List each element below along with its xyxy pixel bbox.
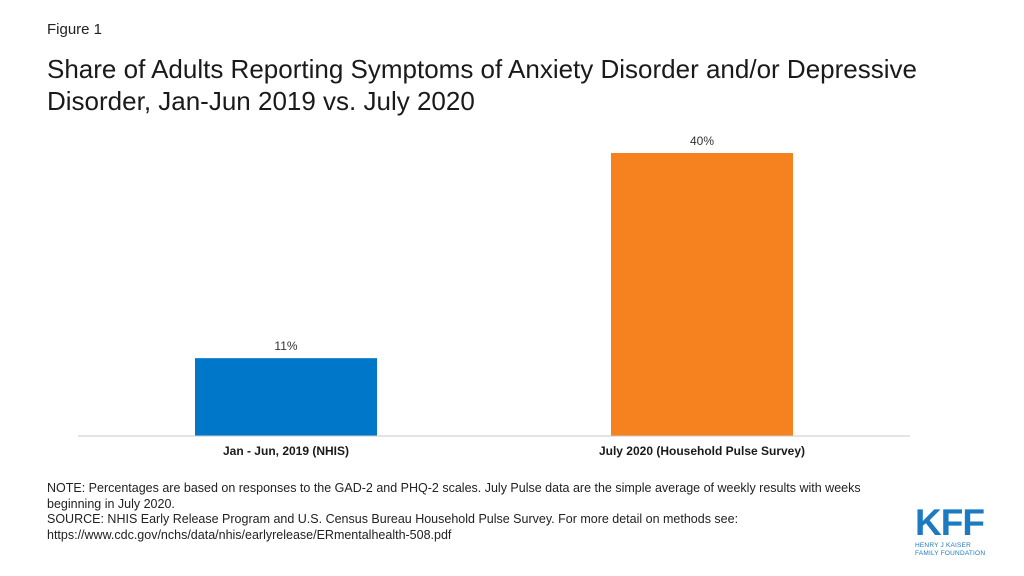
logo-line-2: Family Foundation xyxy=(915,549,986,557)
logo-wordmark: KFF xyxy=(915,502,985,543)
kff-logo: KFF Henry J Kaiser Family Foundation xyxy=(915,502,991,558)
bar-chart: 11% Jan - Jun, 2019 (NHIS) 40% July 2020 (H… xyxy=(78,134,910,458)
data-label-2: 40% xyxy=(690,134,714,148)
figure-label: Figure 1 xyxy=(47,21,103,38)
footnote: NOTE: Percentages are based on responses… xyxy=(47,481,907,543)
logo-line-1: Henry J Kaiser xyxy=(915,542,972,549)
note-text: NOTE: Percentages are based on responses… xyxy=(47,481,861,511)
category-label-2: July 2020 (Household Pulse Survey) xyxy=(599,444,805,458)
bar-2 xyxy=(611,153,793,436)
category-label-1: Jan - Jun, 2019 (NHIS) xyxy=(223,444,349,458)
data-label-1: 11% xyxy=(274,339,297,353)
labels-layer: 11% Jan - Jun, 2019 (NHIS) 40% July 2020 (H… xyxy=(223,134,805,458)
bar-1 xyxy=(195,358,377,436)
source-text: SOURCE: NHIS Early Release Program and U… xyxy=(47,512,739,542)
chart-title: Share of Adults Reporting Symptoms of An… xyxy=(47,54,917,116)
bars-layer xyxy=(195,153,793,436)
